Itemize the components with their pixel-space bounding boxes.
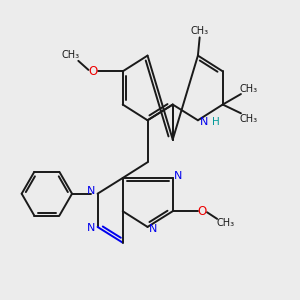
Text: N: N [149, 224, 157, 234]
Text: H: H [212, 117, 219, 127]
Text: O: O [198, 205, 207, 218]
Text: N: N [87, 186, 95, 196]
Text: CH₃: CH₃ [61, 50, 79, 60]
Text: N: N [200, 117, 208, 127]
Text: N: N [174, 170, 182, 181]
Text: CH₃: CH₃ [240, 84, 258, 94]
Text: CH₃: CH₃ [240, 113, 258, 124]
Text: CH₃: CH₃ [216, 218, 234, 228]
Text: O: O [88, 65, 98, 78]
Text: CH₃: CH₃ [190, 26, 209, 36]
Text: N: N [87, 223, 95, 232]
